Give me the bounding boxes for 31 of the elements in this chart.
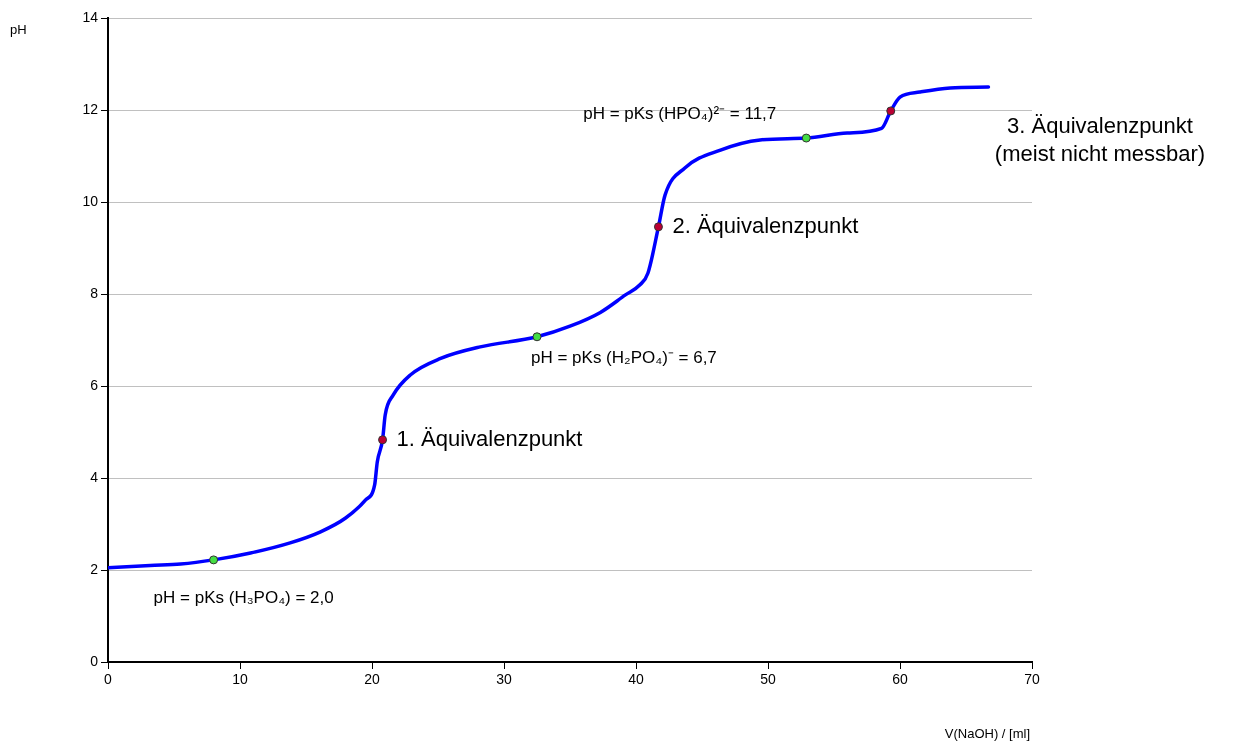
x-tick-label: 70 — [1024, 671, 1040, 688]
y-axis-title: pH — [10, 21, 27, 37]
x-tick-label: 60 — [892, 671, 908, 688]
annotation: pH = pKs (H₃PO₄) = 2,0 — [153, 587, 334, 607]
x-tick-label: 0 — [104, 671, 113, 688]
y-tick-label: 14 — [82, 8, 99, 25]
point — [209, 555, 219, 565]
annotation: 1. Äquivalenzpunkt — [396, 425, 583, 451]
y-tick-label: 4 — [90, 468, 99, 485]
annotation: pH = pKs (HPO₄)²⁻ = 11,7 — [583, 103, 777, 123]
x-tick-label: 40 — [628, 671, 644, 688]
y-tick-label: 0 — [90, 652, 99, 669]
y-tick-label: 2 — [90, 560, 99, 577]
point — [653, 222, 663, 232]
x-tick-label: 10 — [232, 671, 248, 688]
point — [886, 106, 896, 116]
y-tick-label: 12 — [82, 100, 99, 117]
x-tick-label: 30 — [496, 671, 512, 688]
x-tick-label: 20 — [364, 671, 380, 688]
annotation: pH = pKs (H₂PO₄)⁻ = 6,7 — [531, 348, 717, 368]
point — [378, 435, 388, 445]
x-tick-label: 50 — [760, 671, 776, 688]
annotation: 2. Äquivalenzpunkt — [672, 212, 859, 238]
point — [801, 133, 811, 143]
y-tick-label: 6 — [90, 376, 99, 393]
y-tick-label: 8 — [90, 284, 99, 301]
line-series — [108, 85, 991, 570]
point — [532, 332, 542, 342]
y-tick-label: 10 — [82, 192, 99, 209]
annotation: 3. Äquivalenzpunkt (meist nicht messbar) — [994, 113, 1206, 166]
x-axis-title: V(NaOH) / [ml] — [944, 725, 1030, 741]
